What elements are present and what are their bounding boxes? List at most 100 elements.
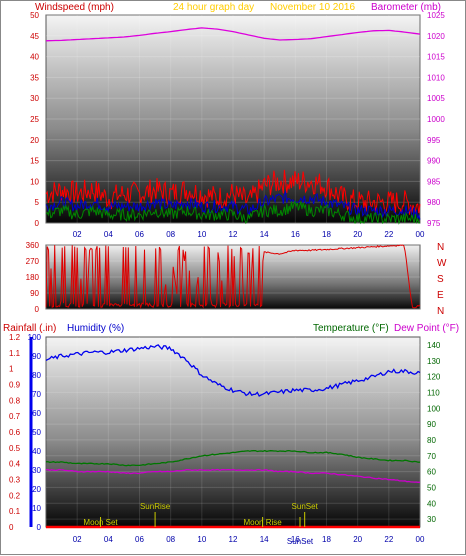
direction-y-tick-label: 270 [26, 257, 40, 266]
wind-x-tick-label: 16 [291, 230, 300, 239]
astro-label-sunrise: SunRise [140, 502, 171, 511]
barometer-y-tick-label: 985 [427, 177, 441, 186]
temperature-y-tick-label: 130 [427, 357, 441, 366]
direction-y-tick-label: 360 [26, 241, 40, 250]
humidity-title: Humidity (%) [67, 323, 124, 334]
temperature-line [45, 449, 420, 467]
temperature-title: Temperature (°F) [313, 323, 389, 334]
wind-x-tick-label: 02 [73, 230, 82, 239]
windspeed-title: Windspeed (mph) [35, 2, 114, 13]
temp-x-tick-label: 04 [104, 535, 113, 544]
wind-x-tick-label: 08 [166, 230, 175, 239]
barometer-y-tick-label: 1015 [427, 53, 445, 62]
rainfall-title: Rainfall (.in) [3, 323, 56, 334]
wind-x-tick-label: 00 [416, 230, 425, 239]
temperature-y-tick-label: 90 [427, 420, 436, 429]
wind-y-tick-label: 15 [30, 157, 39, 166]
rainfall-y-tick-label: 0.6 [9, 428, 21, 437]
rainfall-y-tick-label: 1.1 [9, 349, 21, 358]
wind-y-tick-label: 40 [30, 53, 39, 62]
barometer-title: Barometer (mb) [371, 2, 441, 13]
astro-label-moon-rise: Moon Rise [243, 518, 282, 527]
compass-n-top: N [437, 242, 444, 253]
rainfall-y-tick-label: 0.7 [9, 412, 21, 421]
wind-y-tick-label: 35 [30, 73, 39, 82]
wind-plot-area [45, 14, 421, 224]
wind-y-tick-label: 25 [30, 115, 39, 124]
wind-low-line [45, 199, 420, 225]
temp-x-tick-label: 02 [73, 535, 82, 544]
wind-x-tick-label: 20 [353, 230, 362, 239]
direction-y-tick-label: 0 [35, 305, 40, 314]
humidity-y-tick-label: 30 [32, 466, 41, 475]
wind-y-tick-label: 30 [30, 94, 39, 103]
temperature-y-tick-label: 30 [427, 515, 436, 524]
temperature-y-tick-label: 120 [427, 373, 441, 382]
barometer-y-tick-label: 1025 [427, 11, 445, 20]
direction-y-tick-label: 180 [26, 273, 40, 282]
temp-x-tick-label: 06 [135, 535, 144, 544]
temp-x-tick-label: 22 [384, 535, 393, 544]
rainfall-y-tick-label: 0 [9, 523, 14, 532]
temp-x-tick-label: 00 [416, 535, 425, 544]
wind-y-tick-label: 20 [30, 136, 39, 145]
temperature-y-tick-label: 50 [427, 483, 436, 492]
temperature-y-tick-label: 70 [427, 452, 436, 461]
wind-direction-line [45, 244, 421, 309]
humidity-y-tick-label: 20 [32, 485, 41, 494]
temp-x-tick-label: 20 [353, 535, 362, 544]
rainfall-y-tick-label: 1 [9, 365, 14, 374]
temperature-y-tick-label: 140 [427, 341, 441, 350]
wind-x-tick-label: 14 [260, 230, 269, 239]
period-title: 24 hour graph day [173, 2, 254, 13]
compass-e: E [437, 290, 444, 301]
humidity-y-tick-label: 70 [32, 390, 41, 399]
wind-x-tick-label: 04 [104, 230, 113, 239]
barometer-y-tick-label: 1000 [427, 115, 445, 124]
temp-plot-area [45, 336, 421, 528]
barometer-y-tick-label: 975 [427, 219, 441, 228]
temp-x-tick-label: 10 [197, 535, 206, 544]
rainfall-y-tick-label: 0.4 [9, 460, 21, 469]
barometer-y-tick-label: 1010 [427, 73, 445, 82]
barometer-y-tick-label: 990 [427, 157, 441, 166]
humidity-y-tick-label: 50 [32, 428, 41, 437]
wind-y-tick-label: 5 [35, 198, 40, 207]
dewpoint-line [45, 468, 421, 483]
wind-x-tick-label: 22 [384, 230, 393, 239]
humidity-y-tick-label: 40 [32, 447, 41, 456]
humidity-y-tick-label: 60 [32, 409, 41, 418]
barometer-y-tick-label: 1020 [427, 32, 445, 41]
compass-n-bottom: N [437, 306, 444, 317]
humidity-y-tick-label: 90 [32, 352, 41, 361]
astro-label-sunset: SunSet [287, 537, 314, 546]
rainfall-y-tick-label: 0.9 [9, 381, 21, 390]
rainfall-y-tick-label: 0.3 [9, 476, 21, 485]
wind-y-tick-label: 0 [35, 219, 40, 228]
compass-s: S [437, 274, 444, 285]
astro-label-moon-set: Moon Set [83, 518, 118, 527]
wind-x-tick-label: 06 [135, 230, 144, 239]
temp-x-tick-label: 14 [260, 535, 269, 544]
wind-y-tick-label: 10 [30, 177, 39, 186]
date-title: November 10 2016 [270, 2, 355, 13]
humidity-y-tick-label: 0 [37, 523, 42, 532]
temperature-y-tick-label: 40 [427, 499, 436, 508]
temperature-y-tick-label: 100 [427, 404, 441, 413]
compass-w: W [437, 258, 447, 269]
humidity-line [45, 344, 421, 397]
wind-y-tick-label: 50 [30, 11, 39, 20]
rainfall-y-tick-label: 0.5 [9, 444, 21, 453]
temperature-y-tick-label: 60 [427, 468, 436, 477]
rainfall-y-tick-label: 0.2 [9, 491, 21, 500]
wind-x-tick-label: 12 [229, 230, 238, 239]
wind-average-line [45, 190, 421, 220]
humidity-y-tick-label: 10 [32, 504, 41, 513]
barometer-y-tick-label: 1005 [427, 94, 445, 103]
temp-x-tick-label: 18 [322, 535, 331, 544]
humidity-y-tick-label: 100 [28, 333, 42, 342]
dewpoint-title: Dew Point (°F) [394, 323, 459, 334]
rainfall-y-tick-label: 0.1 [9, 507, 21, 516]
wind-x-tick-label: 10 [197, 230, 206, 239]
